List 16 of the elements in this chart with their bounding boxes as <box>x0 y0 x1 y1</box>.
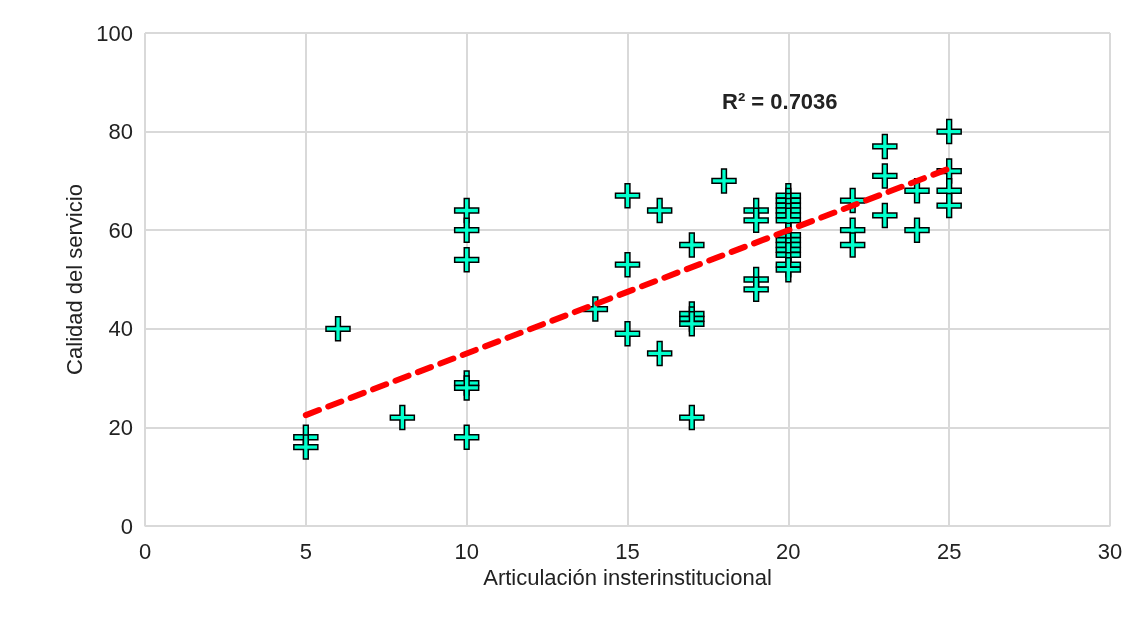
y-tick-label: 100 <box>96 20 133 46</box>
y-tick-label: 20 <box>108 414 133 440</box>
y-tick-label: 40 <box>108 316 133 342</box>
x-tick-label: 15 <box>615 538 640 564</box>
x-tick-label: 0 <box>138 538 152 564</box>
x-tick-label: 10 <box>454 538 479 564</box>
x-tick-label: 30 <box>1097 538 1123 564</box>
annotation: R² = 0.7036 <box>722 88 838 114</box>
x-tick-label: 20 <box>776 538 801 564</box>
x-axis-title: Articulación insterinstitucional <box>483 565 772 591</box>
x-tick-label: 25 <box>936 538 962 564</box>
y-tick-label: 80 <box>108 119 133 145</box>
x-tick-label: 5 <box>299 538 312 564</box>
y-tick-label: 0 <box>120 513 133 539</box>
y-tick-label: 60 <box>108 217 133 243</box>
y-axis-title: Calidad del servicio <box>61 184 87 375</box>
